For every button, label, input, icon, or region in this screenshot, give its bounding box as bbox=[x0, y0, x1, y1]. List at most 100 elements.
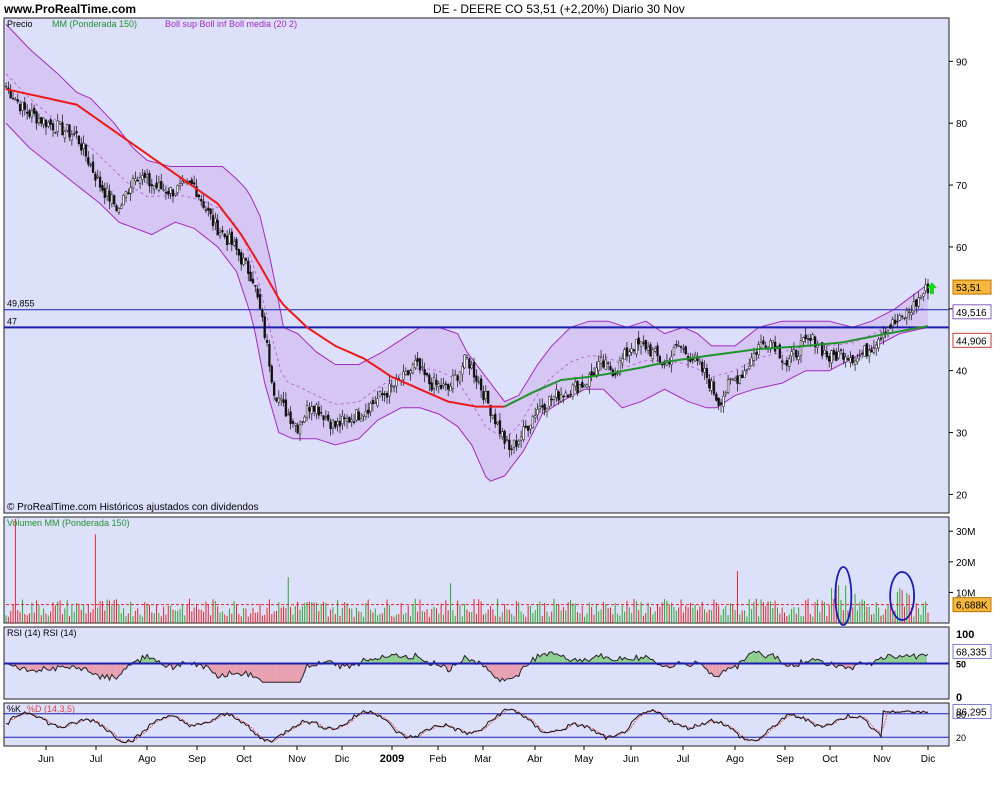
candle-body bbox=[703, 368, 706, 373]
candle-body bbox=[811, 334, 814, 340]
candle-body bbox=[809, 337, 812, 342]
candle-body bbox=[835, 351, 838, 361]
candle-body bbox=[258, 294, 262, 310]
candle-body bbox=[190, 179, 193, 184]
bollinger-band-fill bbox=[6, 24, 928, 482]
candle-body bbox=[917, 297, 920, 307]
candle-body bbox=[308, 407, 311, 412]
candle-body bbox=[282, 399, 285, 403]
x-month-label: Mar bbox=[474, 754, 492, 765]
candle-body bbox=[216, 219, 219, 236]
candle-body bbox=[442, 383, 445, 387]
candle-body bbox=[456, 375, 459, 381]
candle-body bbox=[555, 389, 558, 398]
candle-body bbox=[877, 338, 880, 349]
candle-body bbox=[632, 349, 636, 352]
candle-body bbox=[70, 134, 74, 141]
candle-body bbox=[468, 358, 471, 369]
candle-body bbox=[82, 142, 85, 149]
candle-body bbox=[832, 350, 836, 356]
candle-body bbox=[329, 421, 332, 429]
candle-body bbox=[439, 385, 443, 389]
candle-body bbox=[922, 293, 925, 297]
candle-body bbox=[155, 182, 158, 188]
candle-body bbox=[738, 375, 741, 384]
candle-body bbox=[630, 348, 633, 353]
candle-body bbox=[559, 394, 563, 402]
legend-volume: Volumen MM (Ponderada 150) bbox=[7, 518, 130, 528]
candle-body bbox=[773, 341, 777, 352]
candle-body bbox=[550, 398, 553, 401]
candle-body bbox=[145, 174, 149, 178]
candle-body bbox=[249, 271, 252, 282]
stochastic-panel[interactable] bbox=[3, 702, 950, 747]
candle-body bbox=[708, 378, 711, 389]
candle-body bbox=[388, 383, 391, 397]
candle-body bbox=[599, 357, 603, 365]
candle-body bbox=[654, 348, 657, 352]
candle-body bbox=[153, 185, 156, 190]
candle-body bbox=[315, 404, 318, 415]
candle-body bbox=[77, 135, 81, 145]
site-url[interactable]: www.ProRealTime.com bbox=[3, 2, 136, 16]
candle-body bbox=[160, 181, 163, 190]
candle-body bbox=[879, 337, 883, 340]
candle-body bbox=[837, 351, 840, 359]
candle-body bbox=[536, 409, 539, 416]
candle-body bbox=[736, 375, 739, 384]
candle-body bbox=[783, 363, 786, 365]
candle-body bbox=[870, 349, 873, 353]
candle-body bbox=[242, 257, 245, 265]
candle-body bbox=[447, 384, 450, 390]
rsi-tick-label: 100 bbox=[956, 629, 974, 641]
candle-body bbox=[625, 347, 629, 357]
candle-body bbox=[232, 241, 236, 246]
candle-body bbox=[618, 360, 622, 375]
price-tag-0-box bbox=[952, 279, 992, 295]
candle-body bbox=[524, 425, 527, 428]
candle-body bbox=[821, 342, 824, 356]
candle-body bbox=[108, 190, 111, 202]
candle-body bbox=[628, 351, 631, 356]
candle-body bbox=[795, 350, 798, 358]
candle-body bbox=[889, 325, 892, 329]
candle-body bbox=[284, 399, 288, 417]
candle-body bbox=[270, 365, 273, 383]
candle-body bbox=[672, 347, 676, 356]
price-tag-2-box bbox=[952, 332, 992, 348]
candle-body bbox=[790, 351, 793, 357]
candle-body bbox=[651, 349, 654, 360]
candle-body bbox=[167, 191, 170, 195]
candle-body bbox=[463, 354, 466, 369]
candle-body bbox=[715, 393, 718, 401]
candle-body bbox=[663, 363, 666, 365]
candle-body bbox=[268, 343, 271, 367]
price-tag-0-text: 53,51 bbox=[956, 283, 981, 294]
candle-body bbox=[364, 411, 368, 418]
candle-body bbox=[552, 395, 556, 400]
price-tag-2-text: 44,906 bbox=[956, 336, 987, 347]
candle-body bbox=[230, 231, 233, 246]
candle-body bbox=[844, 356, 847, 363]
candle-body bbox=[755, 352, 758, 355]
candle-body bbox=[14, 99, 17, 101]
candle-body bbox=[679, 346, 683, 348]
candle-body bbox=[138, 177, 142, 184]
candle-body bbox=[750, 357, 753, 366]
candle-body bbox=[722, 396, 725, 407]
legend-rsi: RSI (14) RSI (14) bbox=[7, 628, 77, 638]
candle-body bbox=[494, 413, 497, 425]
candle-body bbox=[496, 422, 499, 425]
candle-body bbox=[291, 420, 295, 424]
volume-tick-label: 10M bbox=[956, 588, 975, 599]
candle-body bbox=[726, 379, 730, 393]
bollinger-middle-line bbox=[5, 73, 924, 438]
candle-body bbox=[265, 340, 269, 343]
volume-panel[interactable] bbox=[3, 516, 950, 624]
candle-body bbox=[84, 144, 88, 157]
candle-body bbox=[458, 371, 462, 383]
candle-body bbox=[637, 337, 640, 345]
candle-body bbox=[908, 311, 911, 313]
candle-body bbox=[423, 369, 426, 376]
x-month-label: Dic bbox=[921, 754, 935, 765]
